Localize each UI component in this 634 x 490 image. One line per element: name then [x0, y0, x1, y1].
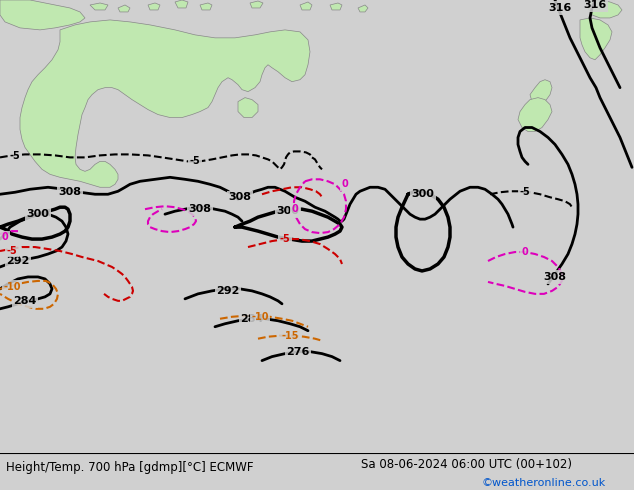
- Text: 300: 300: [276, 206, 299, 216]
- Text: 284: 284: [13, 296, 37, 306]
- Polygon shape: [530, 80, 552, 104]
- Text: 276: 276: [287, 346, 309, 357]
- Polygon shape: [250, 1, 263, 8]
- Text: 0: 0: [342, 179, 348, 189]
- Text: 300: 300: [27, 209, 49, 219]
- Text: -5: -5: [6, 246, 17, 256]
- Text: Sa 08-06-2024 06:00 UTC (00+102): Sa 08-06-2024 06:00 UTC (00+102): [361, 458, 573, 471]
- Polygon shape: [0, 0, 85, 30]
- Text: 308: 308: [188, 204, 212, 214]
- Polygon shape: [300, 2, 312, 10]
- Text: 284: 284: [240, 314, 264, 324]
- Text: 316: 316: [548, 3, 572, 13]
- Text: -10: -10: [3, 282, 21, 292]
- Text: ©weatheronline.co.uk: ©weatheronline.co.uk: [482, 478, 606, 488]
- Polygon shape: [90, 3, 108, 10]
- Polygon shape: [588, 0, 622, 18]
- Text: 308: 308: [58, 187, 82, 197]
- Text: -5: -5: [190, 156, 200, 167]
- Text: 316: 316: [583, 0, 607, 10]
- Text: -5: -5: [520, 187, 531, 197]
- Text: -15: -15: [281, 331, 299, 341]
- Polygon shape: [580, 18, 612, 60]
- Polygon shape: [118, 5, 130, 12]
- Text: -10: -10: [251, 312, 269, 322]
- Polygon shape: [238, 98, 258, 118]
- Text: Height/Temp. 700 hPa [gdmp][°C] ECMWF: Height/Temp. 700 hPa [gdmp][°C] ECMWF: [6, 462, 254, 474]
- Polygon shape: [20, 20, 310, 187]
- Text: 0: 0: [522, 247, 528, 257]
- Text: -5: -5: [280, 234, 290, 244]
- Polygon shape: [175, 0, 188, 8]
- Text: 292: 292: [216, 286, 240, 296]
- Polygon shape: [358, 5, 368, 12]
- Text: 308: 308: [228, 192, 252, 202]
- Text: -5: -5: [10, 151, 20, 161]
- Text: 0: 0: [292, 204, 299, 214]
- Polygon shape: [148, 3, 160, 10]
- Text: 300: 300: [411, 189, 434, 199]
- Text: 308: 308: [543, 272, 567, 282]
- Polygon shape: [518, 98, 552, 131]
- Text: 0: 0: [2, 232, 8, 242]
- Polygon shape: [330, 3, 342, 10]
- Polygon shape: [200, 3, 212, 10]
- Text: 292: 292: [6, 256, 30, 266]
